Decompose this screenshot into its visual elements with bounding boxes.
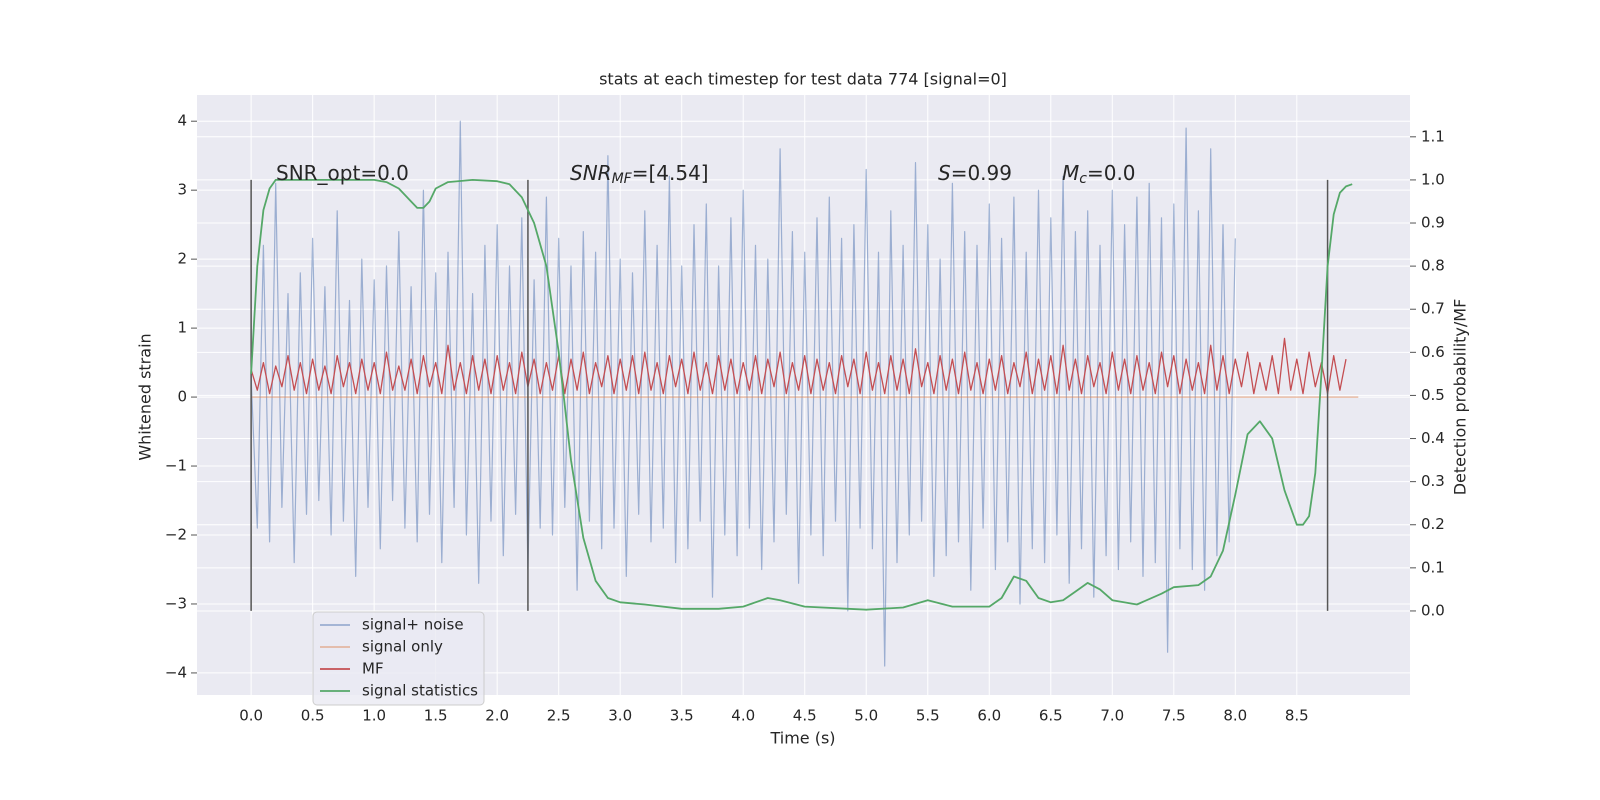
chart-title: stats at each timestep for test data 774… [599,70,1007,89]
y2-tick-label: 1.1 [1421,127,1445,145]
y2-tick-label: 0.2 [1421,515,1445,533]
annotation: SNR_opt=0.0 [276,161,409,185]
y-tick-label: 2 [177,250,187,268]
legend-label: signal only [362,638,443,656]
x-tick-label: 5.5 [916,707,940,725]
series-line [250,120,1236,667]
x-tick-label: 3.5 [670,707,694,725]
legend-label: signal+ noise [362,616,464,634]
y2-tick-label: 0.0 [1421,601,1445,619]
y2-tick-label: 0.3 [1421,472,1445,490]
y-tick-label: 4 [177,112,187,130]
y2-axis-label: Detection probability/MF [1451,299,1470,496]
x-tick-label: 8.0 [1223,707,1247,725]
y2-tick-label: 1.0 [1421,170,1445,188]
legend-label: MF [362,660,384,678]
y2-tick-label: 0.4 [1421,429,1445,447]
y-axis-label: Whitened strain [136,333,155,460]
annotation-math: M [1062,161,1079,185]
y2-tick-label: 0.8 [1421,257,1445,275]
annotation: S=0.99 [938,161,1012,185]
y-tick-label: −1 [165,457,187,475]
x-tick-label: 0.5 [301,707,325,725]
x-tick-label: 6.0 [977,707,1001,725]
y-tick-label: −3 [165,594,187,612]
annotation-text: =0.0 [1087,161,1136,185]
y-tick-label: 1 [177,319,187,337]
annotation-text: =[4.54] [632,161,709,185]
x-tick-label: 1.5 [424,707,448,725]
y-tick-label: −2 [165,526,187,544]
y2-tick-label: 0.7 [1421,300,1445,318]
y-tick-label: −4 [165,663,187,681]
annotation-text: =0.99 [951,161,1012,185]
x-tick-label: 7.5 [1162,707,1186,725]
legend-box [312,611,485,706]
annotation-sub: c [1079,171,1087,187]
x-tick-label: 6.5 [1039,707,1063,725]
y2-tick-label: 0.1 [1421,558,1445,576]
x-tick-label: 5.0 [854,707,878,725]
annotation-sub: MF [612,171,633,187]
x-tick-label: 2.5 [547,707,571,725]
x-axis-label: Time (s) [769,729,835,748]
x-tick-label: 7.0 [1100,707,1124,725]
series-line [250,337,1347,395]
y-tick-label: 3 [177,181,187,199]
legend-label: signal statistics [362,682,478,700]
annotation: Mc=0.0 [1062,161,1136,188]
annotation-text: SNR_opt=0.0 [276,161,409,185]
x-tick-label: 3.0 [608,707,632,725]
y2-tick-label: 0.5 [1421,386,1445,404]
x-tick-label: 8.5 [1285,707,1309,725]
annotation-math: S [938,161,951,185]
annotation: SNRMF=[4.54] [570,161,709,188]
x-tick-label: 4.0 [731,707,755,725]
x-tick-label: 1.0 [362,707,386,725]
x-tick-label: 4.5 [793,707,817,725]
x-tick-label: 2.0 [485,707,509,725]
x-tick-label: 0.0 [239,707,263,725]
series-line [250,179,1353,611]
annotation-math: SNR [570,161,612,185]
y-tick-label: 0 [177,388,187,406]
y2-tick-label: 0.9 [1421,214,1445,232]
y2-tick-label: 0.6 [1421,343,1445,361]
